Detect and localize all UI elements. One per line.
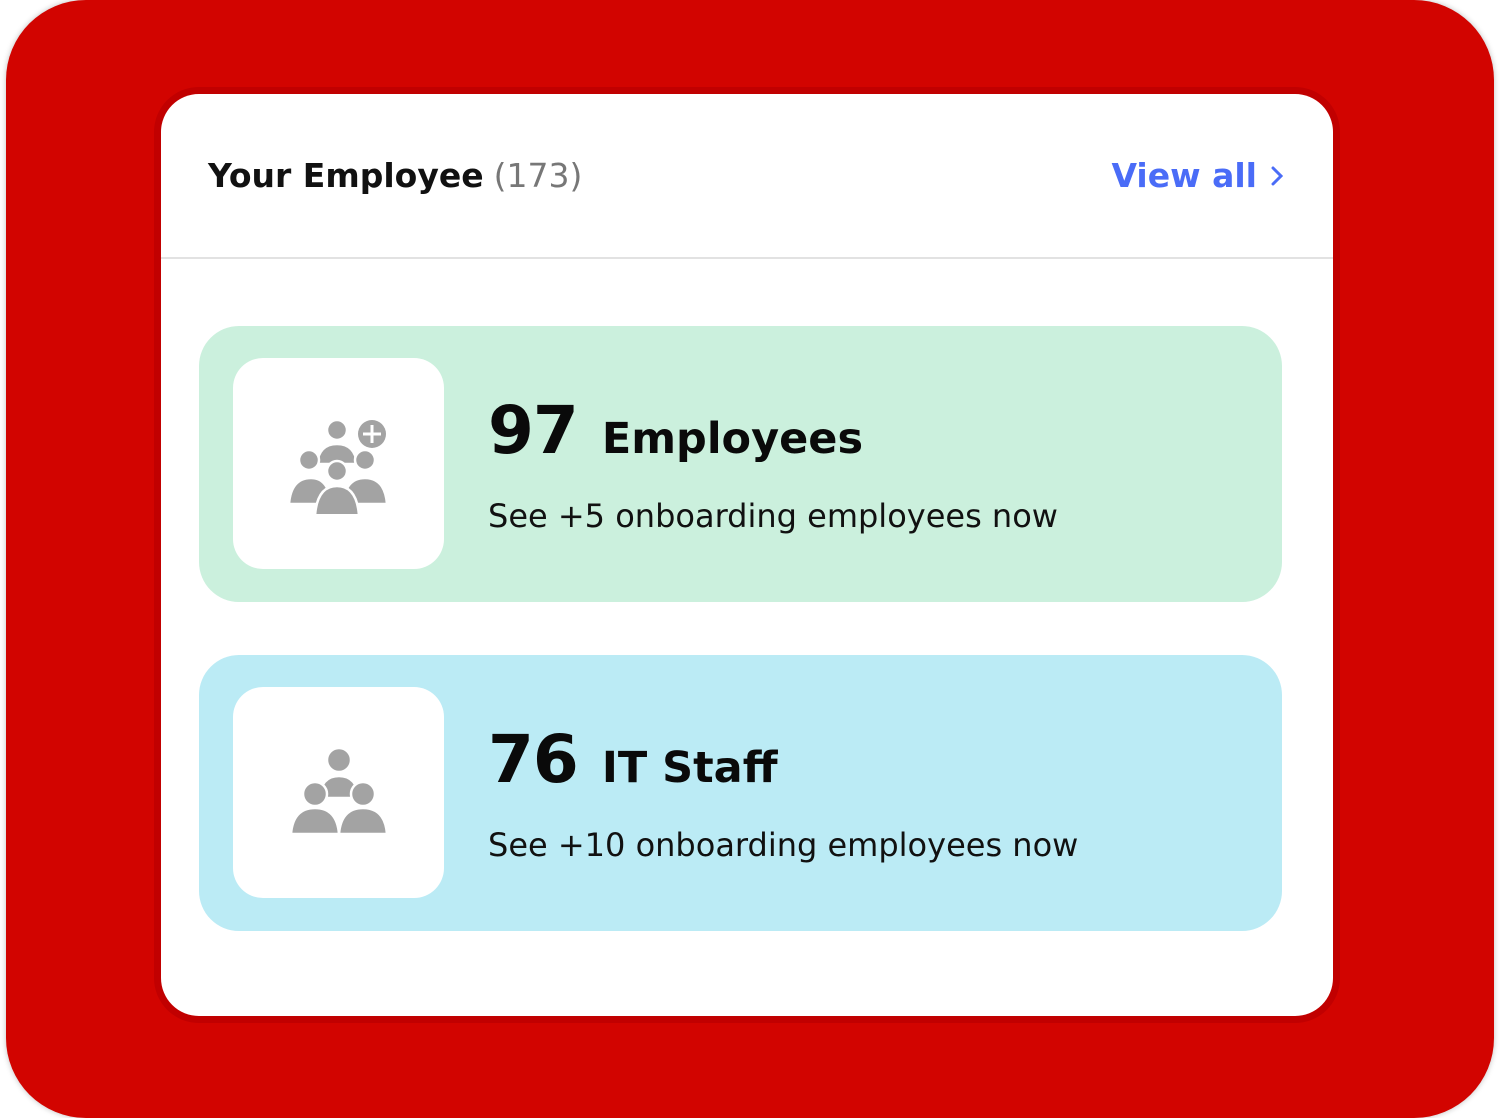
it-staff-tile[interactable]: 76 IT Staff See +10 onboarding employees … [199, 655, 1282, 931]
view-all-link[interactable]: View all [1111, 156, 1283, 195]
icon-box [233, 358, 444, 569]
card-title: Your Employee (173) [208, 156, 582, 195]
add-group-icon [288, 418, 388, 514]
employees-number: 97 [488, 392, 579, 469]
employees-subtitle: See +5 onboarding employees now [488, 497, 1058, 535]
title-text: Your Employee [208, 156, 484, 195]
view-all-label: View all [1111, 156, 1257, 195]
it-staff-label: IT Staff [601, 743, 778, 793]
chevron-right-icon [1271, 166, 1283, 185]
employees-tile[interactable]: 97 Employees See +5 onboarding employees … [199, 326, 1282, 602]
employee-count: (173) [493, 156, 583, 195]
it-staff-number: 76 [488, 721, 579, 798]
group-icon [289, 747, 388, 835]
employees-label: Employees [601, 414, 864, 464]
card-header: Your Employee (173) View all [161, 94, 1333, 259]
icon-box [233, 687, 444, 898]
it-staff-subtitle: See +10 onboarding employees now [488, 826, 1079, 864]
employee-card: Your Employee (173) View all [161, 94, 1333, 1016]
